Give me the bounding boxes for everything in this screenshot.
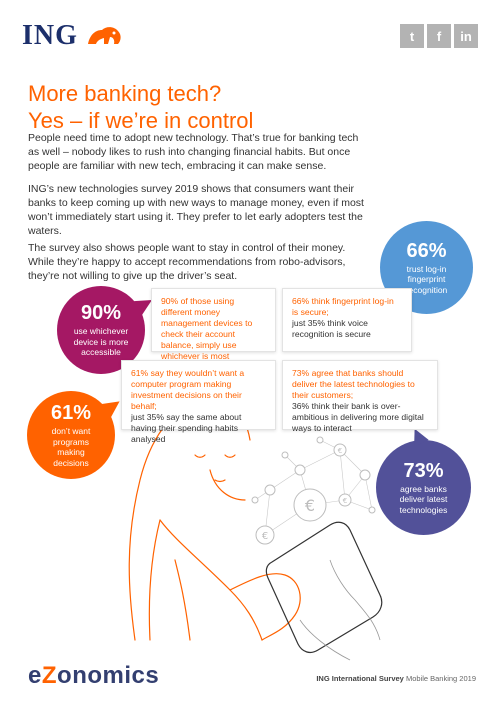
card-detail: 36% think their bank is over-ambitious i… — [292, 401, 424, 433]
facebook-icon[interactable]: f — [427, 24, 451, 48]
svg-text:€: € — [262, 531, 268, 542]
title-line-1: More banking tech? — [28, 81, 222, 106]
stat-label: don’t want programs making decisions — [51, 426, 91, 468]
stat-bubble-90: 90% use whichever device is more accessi… — [57, 286, 145, 374]
card-detail: just 35% say the same about having their… — [131, 412, 242, 444]
stat-bubble-61: 61% don’t want programs making decisions — [27, 391, 115, 479]
stat-card-programs: 61% say they wouldn’t want a computer pr… — [121, 360, 276, 444]
intro-paragraph: People need time to adopt new technology… — [28, 132, 359, 172]
stat-card-fingerprint: 66% think fingerprint log-in is secure; … — [282, 288, 412, 352]
stat-label: agree banks deliver latest technologies — [399, 483, 448, 515]
stat-value: 66% — [406, 239, 447, 262]
card-highlight: 66% think fingerprint log-in is secure; — [292, 296, 394, 317]
lion-icon — [87, 27, 121, 44]
stat-card-technologies: 73% agree that banks should deliver the … — [282, 360, 438, 433]
ez-prefix: e — [28, 662, 42, 689]
survey-topic: Mobile Banking 2019 — [403, 674, 476, 683]
card-highlight: 73% agree that banks should deliver the … — [292, 368, 415, 400]
ez-z: Z — [41, 662, 58, 689]
svg-text:€: € — [343, 497, 347, 505]
ing-logo: ING — [22, 20, 124, 52]
stat-value: 61% — [50, 402, 92, 424]
stat-value: 73% — [403, 459, 444, 482]
ez-suffix: onomics — [57, 662, 160, 689]
svg-text:€: € — [338, 447, 342, 455]
stat-value: 90% — [80, 302, 122, 325]
control-paragraph: The survey also shows people want to sta… — [28, 242, 346, 282]
stat-bubble-73: 73% agree banks deliver latest technolog… — [376, 440, 471, 535]
card-detail: just 35% think voice recognition is secu… — [292, 318, 371, 339]
card-highlight: 61% say they wouldn’t want a computer pr… — [131, 368, 245, 411]
ezonomics-logo: eZonomics — [28, 662, 159, 690]
stat-label: trust log-in fingerprint recognition — [405, 263, 448, 295]
stat-label: use whichever device is more accessible — [73, 326, 129, 358]
stat-card-devices: 90% of those using different money manag… — [151, 288, 276, 372]
survey-paragraph: ING’s new technologies survey 2019 shows… — [28, 183, 364, 237]
title-line-2: Yes – if we’re in control — [28, 108, 254, 133]
twitter-icon[interactable]: t — [400, 24, 424, 48]
survey-name: ING International Survey — [316, 674, 404, 683]
logo-text: ING — [22, 20, 78, 51]
page-title: More banking tech? Yes – if we’re in con… — [28, 80, 348, 134]
svg-text:€: € — [305, 496, 315, 515]
linkedin-icon[interactable]: in — [454, 24, 478, 48]
social-links: t f in — [400, 24, 478, 48]
survey-credit: ING International Survey Mobile Banking … — [316, 674, 476, 683]
